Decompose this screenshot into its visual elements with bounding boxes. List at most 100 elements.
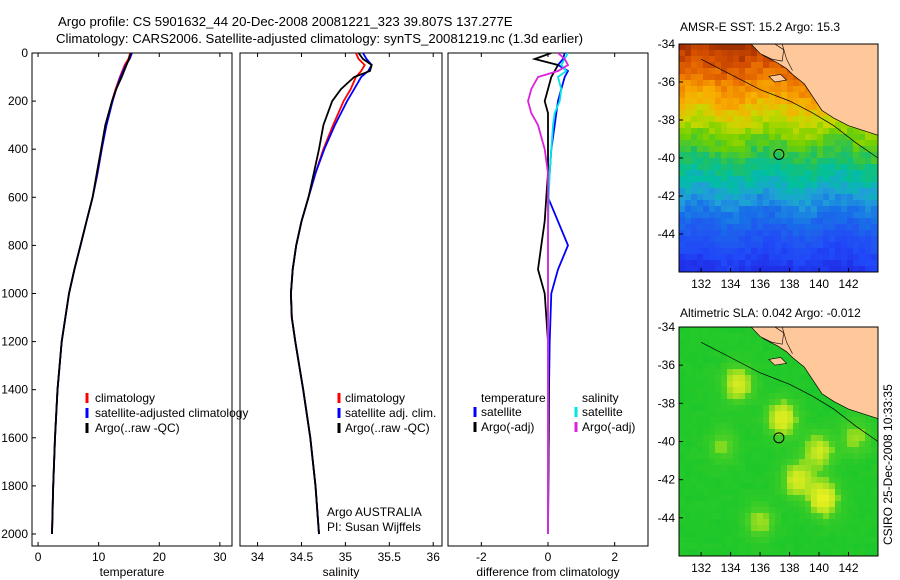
map-cell bbox=[799, 369, 806, 376]
map-cell bbox=[829, 152, 836, 159]
map-cell bbox=[769, 363, 776, 370]
map-cell bbox=[841, 128, 848, 135]
map-cell bbox=[763, 224, 770, 231]
map-cell bbox=[727, 68, 734, 75]
map-cell bbox=[853, 507, 860, 514]
map-cell bbox=[709, 381, 716, 388]
map-cell bbox=[739, 417, 746, 424]
map-cell bbox=[703, 206, 710, 213]
map-cell bbox=[721, 339, 728, 346]
map-cell bbox=[853, 212, 860, 219]
map-cell bbox=[817, 477, 824, 484]
map-cell bbox=[697, 369, 704, 376]
map-cell bbox=[769, 140, 776, 147]
map-cell bbox=[793, 429, 800, 436]
map-cell bbox=[721, 98, 728, 105]
map-cell bbox=[751, 339, 758, 346]
map-cell bbox=[823, 176, 830, 183]
map-cell bbox=[697, 200, 704, 207]
y-tick-label: 800 bbox=[8, 238, 28, 252]
map-cell bbox=[847, 441, 854, 448]
map-cell bbox=[847, 170, 854, 177]
map-cell bbox=[829, 200, 836, 207]
map-cell bbox=[823, 116, 830, 123]
map-cell bbox=[691, 176, 698, 183]
map-cell bbox=[871, 465, 878, 472]
map-cell bbox=[685, 549, 692, 556]
map-cell bbox=[793, 435, 800, 442]
legend-group-title-temperature: temperature bbox=[481, 391, 546, 405]
map-cell bbox=[721, 429, 728, 436]
map-cell bbox=[805, 206, 812, 213]
map-cell bbox=[847, 218, 854, 225]
map-cell bbox=[703, 98, 710, 105]
map-cell bbox=[853, 146, 860, 153]
map-cell bbox=[871, 477, 878, 484]
map-cell bbox=[787, 519, 794, 526]
map-cell bbox=[685, 339, 692, 346]
map-cell bbox=[787, 110, 794, 117]
map-cell bbox=[757, 218, 764, 225]
map-cell bbox=[829, 519, 836, 526]
map-cell bbox=[685, 230, 692, 237]
map-cell bbox=[811, 122, 818, 129]
map-cell bbox=[817, 417, 824, 424]
map-cell bbox=[685, 489, 692, 496]
map-cell bbox=[793, 483, 800, 490]
map-cell bbox=[715, 80, 722, 87]
map-cell bbox=[733, 483, 740, 490]
map-cell bbox=[703, 525, 710, 532]
map-cell bbox=[775, 543, 782, 550]
map-cell bbox=[865, 507, 872, 514]
map-cell bbox=[781, 146, 788, 153]
map-cell bbox=[715, 501, 722, 508]
map-cell bbox=[805, 471, 812, 478]
map-cell bbox=[829, 411, 836, 418]
map-cell bbox=[703, 519, 710, 526]
map-cell bbox=[859, 471, 866, 478]
map-cell bbox=[787, 501, 794, 508]
map-cell bbox=[829, 489, 836, 496]
map-cell bbox=[763, 417, 770, 424]
map-cell bbox=[781, 381, 788, 388]
map-cell bbox=[715, 357, 722, 364]
map-cell bbox=[847, 429, 854, 436]
map-cell bbox=[805, 543, 812, 550]
map-cell bbox=[847, 236, 854, 243]
map-cell bbox=[745, 393, 752, 400]
map-cell bbox=[703, 357, 710, 364]
map-cell bbox=[691, 140, 698, 147]
map-cell bbox=[727, 375, 734, 382]
map-cell bbox=[841, 441, 848, 448]
x-tick-label: 142 bbox=[839, 277, 859, 291]
map-cell bbox=[781, 483, 788, 490]
map-cell bbox=[727, 242, 734, 249]
map-cell bbox=[727, 56, 734, 63]
map-cell bbox=[751, 525, 758, 532]
map-cell bbox=[787, 74, 794, 81]
map-cell bbox=[739, 405, 746, 412]
map-cell bbox=[811, 182, 818, 189]
map-cell bbox=[679, 405, 686, 412]
map-cell bbox=[817, 519, 824, 526]
map-cell bbox=[763, 152, 770, 159]
map-cell bbox=[745, 387, 752, 394]
map-cell bbox=[847, 194, 854, 201]
map-cell bbox=[859, 266, 866, 272]
map-cell bbox=[799, 519, 806, 526]
map-cell bbox=[823, 206, 830, 213]
map-cell bbox=[751, 495, 758, 502]
map-cell bbox=[781, 495, 788, 502]
map-cell bbox=[697, 381, 704, 388]
map-cell bbox=[775, 158, 782, 165]
map-cell bbox=[685, 212, 692, 219]
map-cell bbox=[763, 176, 770, 183]
map-cell bbox=[739, 477, 746, 484]
map-cell bbox=[853, 531, 860, 538]
map-cell bbox=[733, 146, 740, 153]
map-cell bbox=[793, 441, 800, 448]
map-cell bbox=[859, 224, 866, 231]
map-cell bbox=[685, 206, 692, 213]
map-cell bbox=[865, 176, 872, 183]
map-cell bbox=[763, 471, 770, 478]
